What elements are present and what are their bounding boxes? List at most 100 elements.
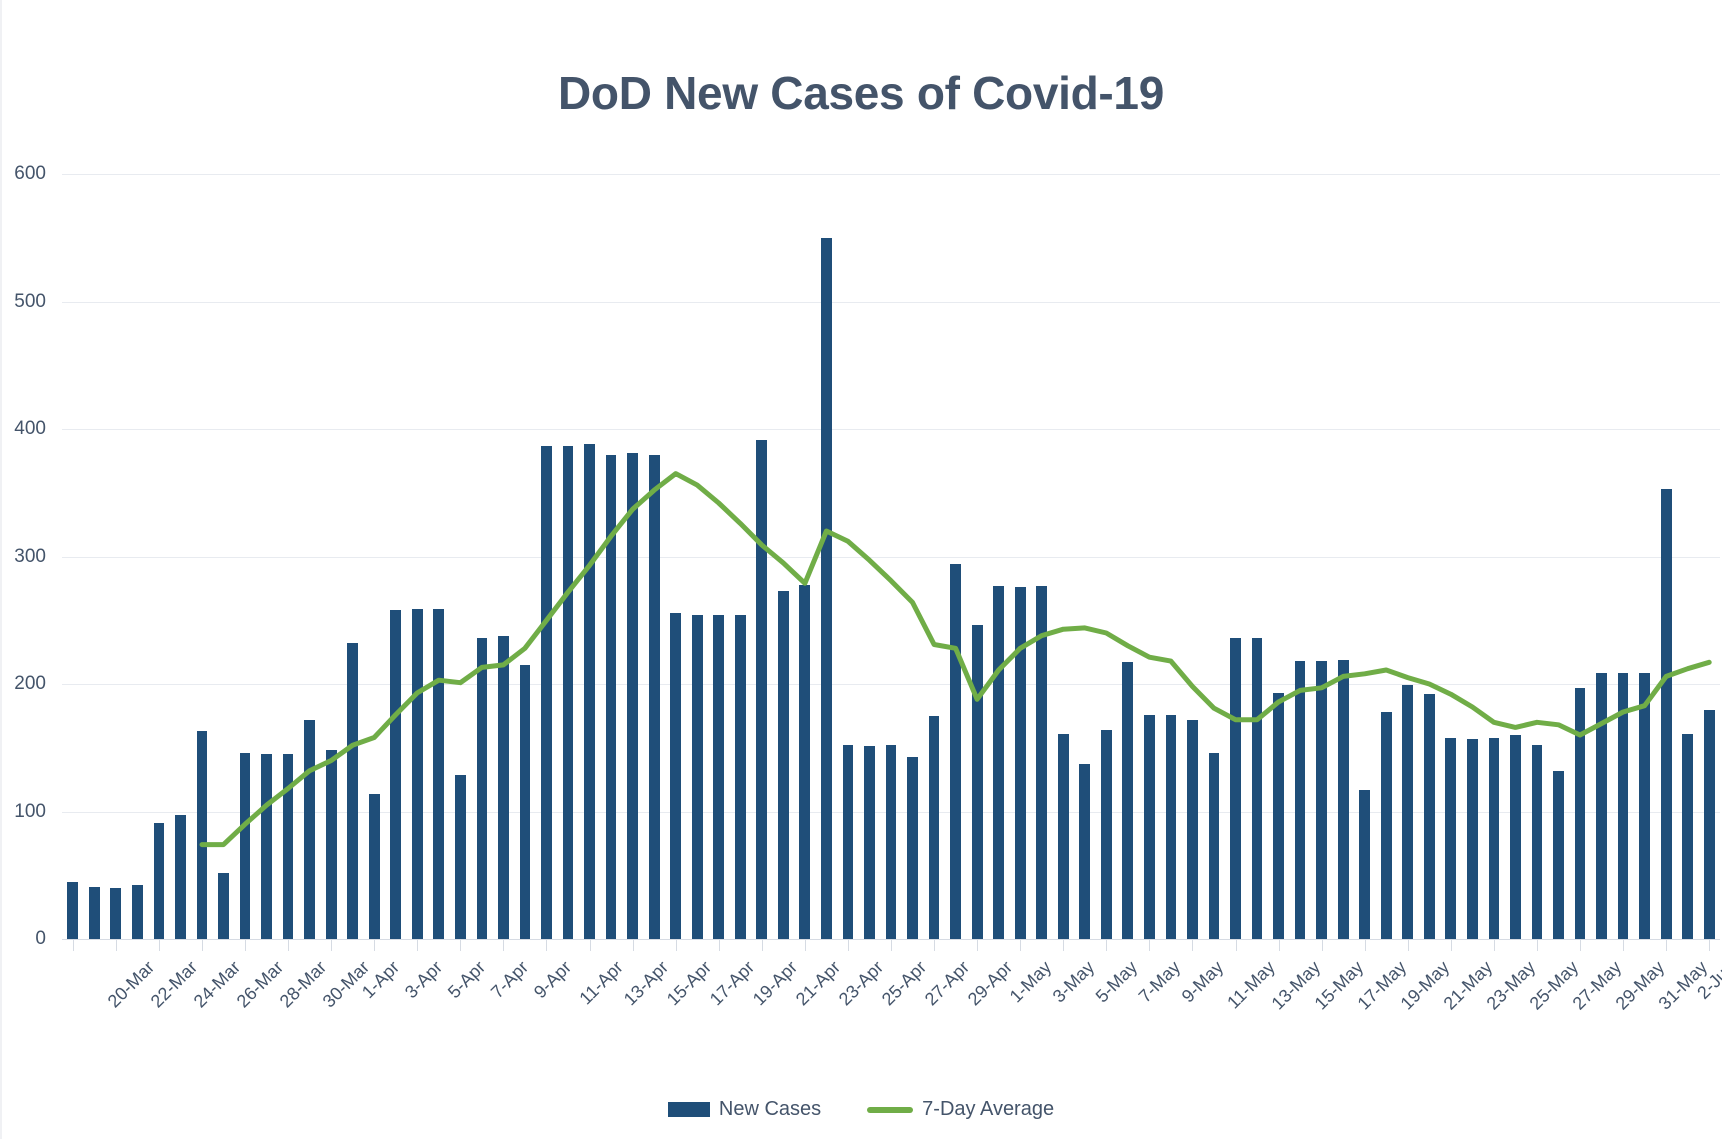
bar — [1057, 733, 1069, 939]
bar — [1445, 737, 1457, 939]
bar — [670, 612, 682, 939]
gridline — [62, 429, 1720, 430]
bar — [1122, 662, 1134, 939]
x-axis-tick — [1149, 939, 1151, 951]
bar — [541, 445, 552, 939]
bar — [1337, 659, 1349, 939]
x-axis-tick — [245, 939, 247, 951]
bar — [88, 886, 100, 939]
x-axis-tick-label: 9-Apr — [530, 957, 576, 1003]
x-axis-tick — [1192, 939, 1194, 951]
bar — [1488, 737, 1500, 939]
bar — [390, 610, 402, 939]
x-axis-tick — [1450, 939, 1452, 951]
x-axis-tick — [72, 939, 74, 951]
x-axis-tick — [1666, 939, 1668, 951]
bar — [131, 885, 143, 939]
bar — [519, 664, 531, 939]
x-axis-tick — [891, 939, 892, 951]
bar — [239, 752, 251, 939]
x-axis-tick-label: 25-Apr — [877, 957, 931, 1010]
x-axis-tick-label: 7-May — [1134, 957, 1185, 1007]
bar — [1251, 638, 1263, 939]
bar — [347, 643, 359, 939]
x-axis-tick-label: 22-Mar — [146, 957, 201, 1012]
x-axis-tick — [1278, 939, 1280, 951]
x-axis-tick — [1321, 939, 1323, 951]
bar — [454, 774, 466, 939]
x-axis-tick-label: 27-Apr — [920, 957, 974, 1010]
bar — [1703, 709, 1715, 939]
bar — [648, 454, 660, 939]
x-axis-tick — [201, 939, 203, 951]
bar — [1596, 672, 1607, 939]
x-axis-tick — [1407, 939, 1409, 951]
seven-day-average-line — [199, 471, 1712, 848]
gridline — [62, 301, 1720, 303]
x-axis-tick-label: 7-Apr — [487, 957, 533, 1003]
bar — [110, 888, 122, 939]
legend-item-seven-day-average[interactable]: 7-Day Average — [867, 1098, 1054, 1121]
x-axis-tick — [1364, 939, 1366, 951]
bar — [691, 615, 703, 939]
y-axis-tick-label: 400 — [14, 418, 46, 439]
x-axis-tick — [761, 939, 763, 951]
x-axis-tick — [1063, 939, 1065, 951]
x-axis-tick-label: 5-May — [1091, 957, 1142, 1007]
line-series — [62, 174, 1720, 939]
plot-area: 0 100 200 300 400 500 600 — [14, 163, 1720, 949]
y-axis-tick-label: 100 — [14, 800, 46, 822]
bar — [1423, 694, 1435, 939]
bar — [1402, 685, 1414, 939]
x-axis-tick-label: 15-Apr — [662, 957, 715, 1010]
bar — [756, 440, 768, 939]
bar — [304, 719, 315, 939]
bar — [842, 745, 854, 939]
bar — [1553, 770, 1564, 939]
bar — [1531, 745, 1543, 939]
bar — [1230, 638, 1241, 939]
bar — [1380, 712, 1392, 939]
x-axis-tick-label: 17-Apr — [705, 957, 758, 1010]
bar — [1359, 789, 1371, 939]
x-axis-tick-label: 3-Apr — [401, 957, 447, 1003]
x-axis-tick — [460, 939, 462, 951]
y-axis-tick-label: 300 — [14, 545, 46, 567]
x-axis-tick-label: 13-Apr — [619, 957, 672, 1010]
bar — [1510, 735, 1521, 939]
legend-label-seven-day-average: 7-Day Average — [922, 1098, 1055, 1120]
y-axis-tick-label: 0 — [35, 928, 46, 949]
x-axis-tick — [503, 939, 505, 951]
left-border — [0, 0, 2, 1139]
bar-swatch-icon — [667, 1102, 710, 1117]
y-axis-tick-label: 600 — [14, 163, 46, 184]
x-axis-tick — [1235, 939, 1237, 951]
x-axis-tick-label: 23-Apr — [834, 957, 888, 1010]
bar — [864, 746, 875, 939]
bar — [1079, 764, 1091, 939]
x-axis-tick — [934, 939, 936, 951]
bar-series — [62, 174, 1720, 939]
bar — [476, 638, 488, 939]
bar — [605, 454, 617, 939]
bar — [261, 754, 272, 939]
bar — [218, 872, 229, 939]
x-axis-tick-label: 20-Mar — [103, 957, 158, 1012]
bar — [777, 590, 789, 939]
x-axis-tick — [331, 939, 333, 951]
bar — [950, 564, 961, 939]
x-axis-tick-label: 11-Apr — [575, 957, 628, 1009]
legend-item-new-cases[interactable]: New Cases — [667, 1098, 821, 1121]
bar — [562, 445, 574, 939]
bar — [1617, 672, 1629, 939]
bar — [282, 754, 294, 939]
bar — [1014, 587, 1026, 939]
bar — [67, 881, 79, 939]
bar — [1574, 687, 1586, 939]
bar — [1660, 488, 1672, 939]
x-axis-tick — [1020, 939, 1022, 951]
y-axis-tick-label: 500 — [14, 290, 46, 312]
bar — [411, 608, 423, 939]
bar — [993, 585, 1005, 939]
